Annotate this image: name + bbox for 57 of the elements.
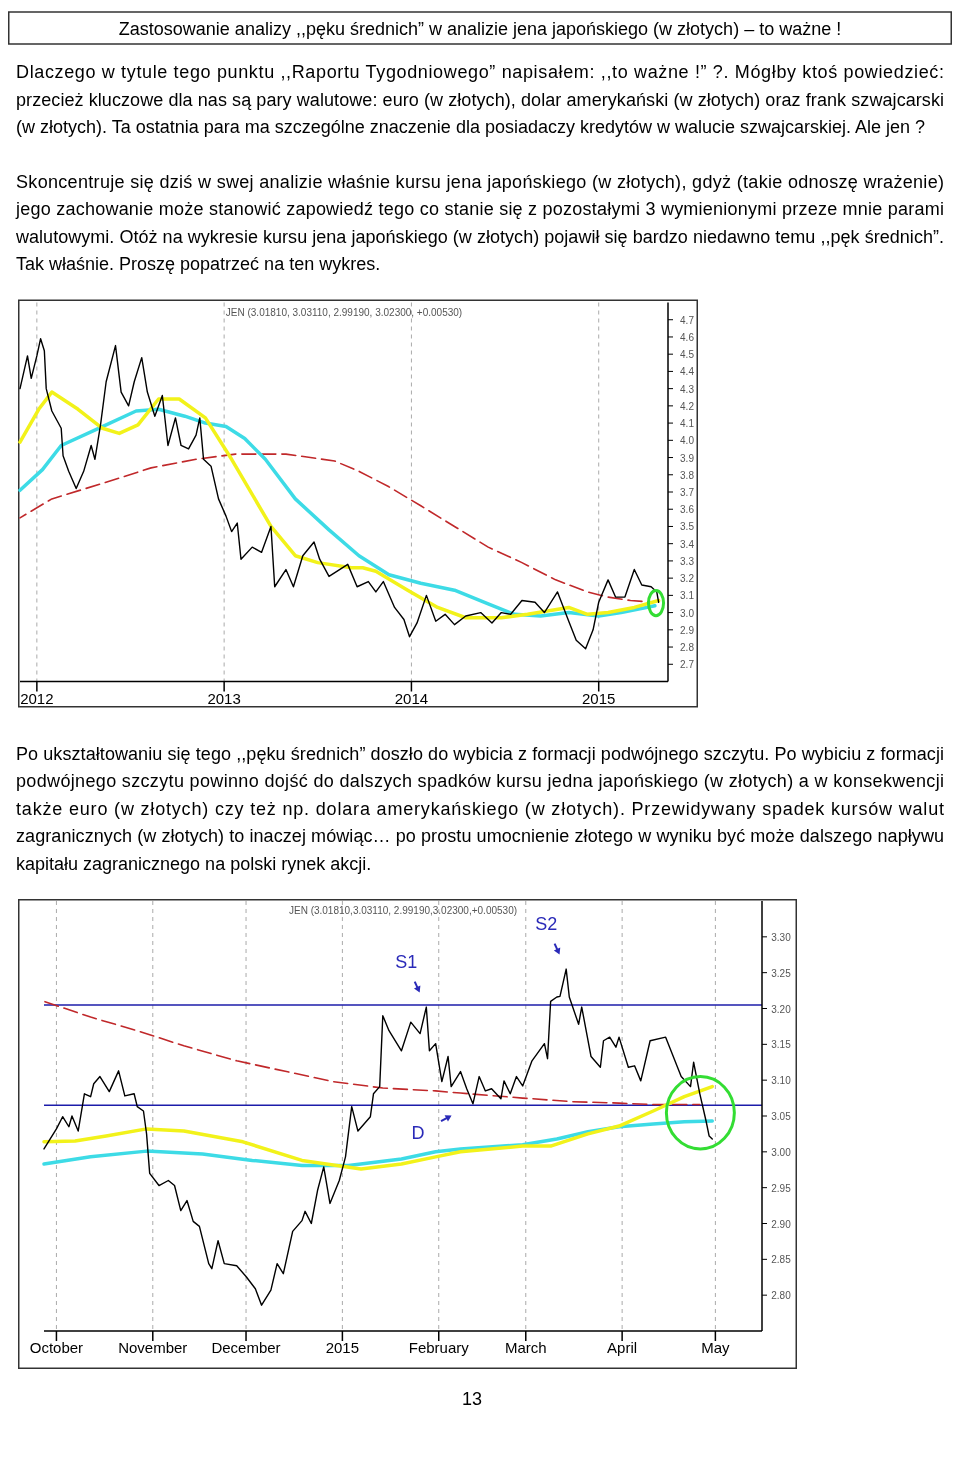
x-tick-label: 2015: [582, 689, 616, 707]
x-tick-label: 2012: [20, 689, 54, 707]
x-tick-label: February: [408, 1339, 470, 1356]
y-tick-label: 3.2: [680, 573, 695, 585]
x-tick-label: 2014: [394, 689, 429, 707]
y-tick-label: 2.95: [771, 1182, 792, 1194]
y-tick-label: 2.90: [771, 1218, 792, 1230]
y-tick-label: 3.10: [771, 1075, 792, 1087]
line-series: [43, 1000, 701, 1106]
y-tick-label: 3.15: [771, 1039, 792, 1051]
y-tick-label: 3.4: [680, 538, 695, 550]
y-tick-label: 4.4: [680, 366, 695, 378]
x-tick-label: December: [211, 1339, 281, 1356]
y-tick-label: 3.6: [680, 504, 695, 516]
y-tick-label: 2.8: [680, 642, 695, 654]
text: 13: [461, 1389, 483, 1409]
line-series: [42, 1084, 715, 1171]
y-tick-label: 2.80: [771, 1290, 792, 1302]
y-tick-label: 4.6: [680, 331, 695, 343]
y-tick-label: 3.5: [680, 521, 695, 533]
text: Skoncentruje się dziś w swej analizie właśnie kursu jena japońskiego (w złotych), gdyż (takie odnoszę wrażenie) jego zachowanie może stanowić zapowiedź tego co stanie się z pozostałymi 3 wymienionymi przeze mnie parami walutowymi. Otóż na wykresie kursu jena japońskiego (w złotych) pojawił się bardzo niedawno temu ,,pęk średnich”. Tak właśnie. Proszę popatrzeć na ten wykres.: [15, 171, 944, 274]
y-tick-label: 2.9: [680, 624, 695, 636]
y-tick-label: 3.3: [680, 555, 695, 567]
chart-subtitle: JEN (3.01810, 3.03110, 2.99190, 3.02300, +0.00530): [225, 306, 463, 318]
y-tick-label: 3.1: [680, 590, 695, 602]
x-tick-label: March: [504, 1339, 547, 1356]
y-tick-label: 3.25: [771, 967, 792, 979]
y-tick-label: 3.30: [771, 931, 792, 943]
chart-subtitle: JEN (3.01810,3.03110, 2.99190,3.02300,+0.00530): [288, 905, 518, 916]
y-tick-label: 4.5: [680, 349, 695, 361]
text: Po ukształtowaniu się tego ,,pęku średnich” doszło do wybicia z formacji podwójnego szczytu. Po wybiciu z formacji podwójnego szczytu powinno dojść do dalszych spadków kursu jedna japońskiego (w złotych) a w konsekwencji także euro (w złotych) czy też np. dolara amerykańskiego (w złotych). Przewidywany spadek kursów walut zagranicznych (w złotych) to inaczej mówiąc… po prostu umocnienie złotego w wyniku być może dalszego napływu kapitału zagranicznego na polski rynek akcji.: [16, 743, 944, 874]
y-tick-label: 3.00: [771, 1146, 792, 1158]
x-tick-label: May: [701, 1339, 731, 1356]
y-tick-label: 3.8: [680, 469, 695, 481]
y-tick-label: 3.0: [680, 607, 695, 619]
x-tick-label: 2013: [207, 689, 241, 707]
x-tick-label: April: [607, 1339, 638, 1356]
annotation: S2: [535, 913, 558, 934]
x-tick-label: November: [118, 1339, 188, 1356]
y-tick-label: 4.7: [680, 314, 695, 326]
y-tick-label: 3.05: [771, 1111, 792, 1122]
y-tick-label: 3.20: [771, 1003, 792, 1015]
chart-title: Zastosowanie analizy ,,pęku średnich” w analizie jena japońskiego (w złotych) – to ważne !: [118, 19, 842, 39]
annotation: D: [411, 1122, 425, 1143]
y-tick-label: 3.9: [680, 452, 695, 464]
y-tick-label: 3.7: [680, 487, 695, 498]
y-tick-label: 2.7: [680, 659, 695, 671]
x-tick-label: October: [29, 1339, 84, 1356]
annotation: S1: [395, 951, 418, 972]
y-tick-label: 4.1: [680, 418, 695, 430]
y-tick-label: 4.2: [680, 400, 695, 412]
x-tick-label: 2015: [325, 1339, 360, 1356]
y-tick-label: 4.3: [680, 383, 695, 395]
text: Dlaczego w tytule tego punktu ,,Raportu Tygodniowego” napisałem: ,,to ważne !” ?. Mógłby ktoś powiedzieć: przecież kluczowe dla nas są pary walutowe: euro (w złotych), dolar amerykański (w złotych) oraz frank szwajcarski (w złotych). Ta ostatnia para ma szczególne znaczenie dla posiadaczy kredytów w walucie szwajcarskiej. Ale jen ?: [16, 62, 944, 137]
line-series: [43, 968, 713, 1306]
y-tick-label: 2.85: [771, 1254, 792, 1266]
y-tick-label: 4.0: [680, 435, 695, 447]
